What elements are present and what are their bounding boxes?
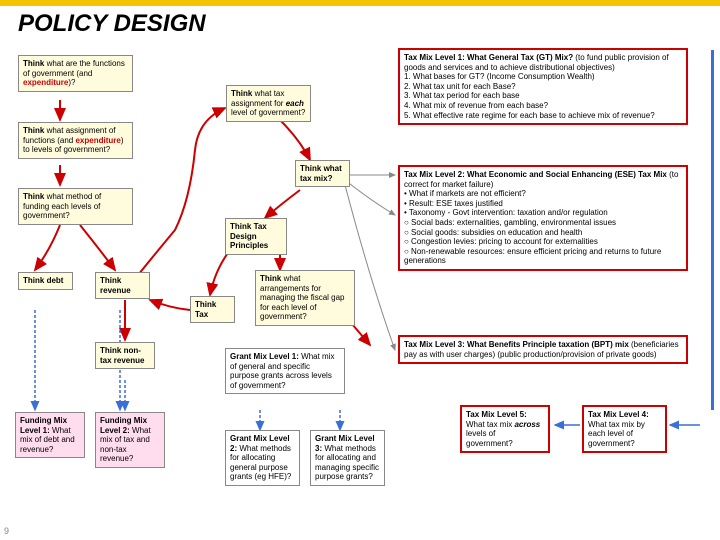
think-fiscal-gap: Think what arrangements for managing the… (255, 270, 355, 326)
page-number: 9 (4, 526, 9, 536)
tax-mix-level-3: Tax Mix Level 3: What Benefits Principle… (398, 335, 688, 364)
grant-mix-1: Grant Mix Level 1: What mix of general a… (225, 348, 345, 394)
think-tax-mix: Think what tax mix? (295, 160, 350, 187)
think-nontax-revenue: Think non-tax revenue (95, 342, 155, 369)
grant-mix-3: Grant Mix Level 3: What methods for allo… (310, 430, 385, 486)
think-tax-assignment: Think what tax assignment for each level… (226, 85, 311, 122)
think-tax: Think Tax (190, 296, 235, 323)
blue-sidebar (711, 50, 714, 410)
think-debt: Think debt (18, 272, 73, 290)
grant-mix-2: Grant Mix Level 2: What methods for allo… (225, 430, 300, 486)
think-tax-design-principles: Think Tax Design Principles (225, 218, 287, 255)
think-functions: Think what are the functions of governme… (18, 55, 133, 92)
tax-mix-level-4: Tax Mix Level 4: What tax mix by each le… (582, 405, 667, 453)
top-bar (0, 0, 720, 6)
funding-mix-2: Funding Mix Level 2: What mix of tax and… (95, 412, 165, 468)
tax-mix-level-2: Tax Mix Level 2: What Economic and Socia… (398, 165, 688, 271)
funding-mix-1: Funding Mix Level 1: What mix of debt an… (15, 412, 85, 458)
tax-mix-level-1: Tax Mix Level 1: What General Tax (GT) M… (398, 48, 688, 125)
think-assignment: Think what assignment of functions (and … (18, 122, 133, 159)
think-revenue: Think revenue (95, 272, 150, 299)
tax-mix-level-5: Tax Mix Level 5: What tax mix across lev… (460, 405, 550, 453)
page-title: POLICY DESIGN (18, 10, 206, 38)
think-funding-method: Think what method of funding each levels… (18, 188, 133, 225)
